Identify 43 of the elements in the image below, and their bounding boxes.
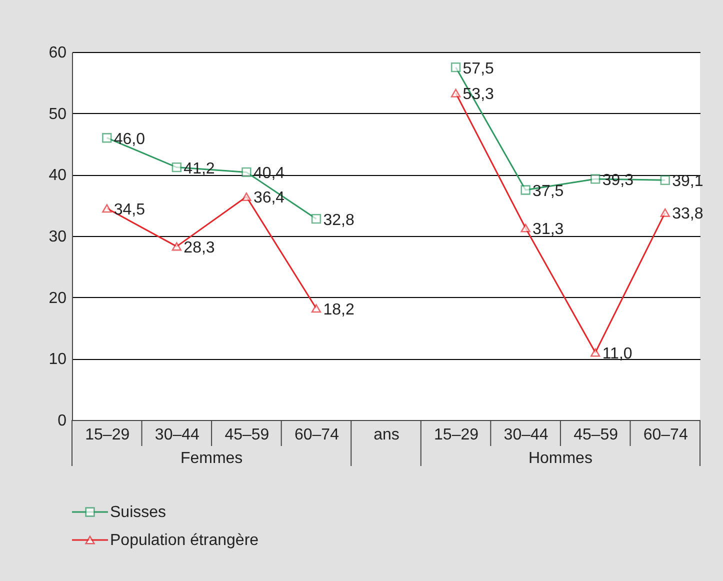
x-tick-label: 45–59 [224,426,270,444]
data-label: 39,1 [672,173,704,190]
point [520,224,530,232]
point [450,88,461,98]
x-tick-label: 30–44 [504,426,548,444]
data-label: 18,2 [323,301,354,318]
x-tick-label: 60–74 [294,426,340,444]
data-label: 46,0 [114,130,146,148]
point [172,162,182,172]
legend-label: Suisses [110,504,166,521]
x-tick-label: 15–29 [85,426,130,444]
point [590,348,600,357]
x-tick-label: 60–74 [643,426,688,444]
y-tick-label: 30 [48,228,67,246]
point [102,133,112,143]
data-label: 33,8 [672,206,704,223]
y-tick-label: 40 [48,167,67,184]
x-tick-label: 30–44 [154,426,200,444]
data-label: 11,0 [602,346,632,363]
y-tick-label: 10 [48,351,67,368]
y-tick-label: 50 [48,106,67,123]
point [590,174,600,184]
point [660,208,670,217]
data-label: 57,5 [462,60,494,78]
point [450,62,461,72]
data-label: 32,8 [323,212,354,229]
data-label: 31,3 [532,221,564,238]
x-tick-label: ans [374,426,400,444]
data-label: 36,4 [253,190,285,207]
point [660,175,670,186]
y-tick-label: 0 [58,412,67,430]
text: Femmes [180,450,243,467]
legend-label: Population étrangère [110,532,259,549]
data-label: 28,3 [184,239,215,256]
y-tick-label: 20 [48,290,67,307]
x-tick-label: 45–59 [574,426,618,444]
point [242,167,252,178]
data-label: 37,5 [532,183,564,200]
text: Hommes [528,450,592,467]
point [520,185,530,195]
x-tick-label: 15–29 [434,426,479,444]
data-label: 34,5 [114,201,146,218]
y-tick-label: 60 [48,44,67,62]
